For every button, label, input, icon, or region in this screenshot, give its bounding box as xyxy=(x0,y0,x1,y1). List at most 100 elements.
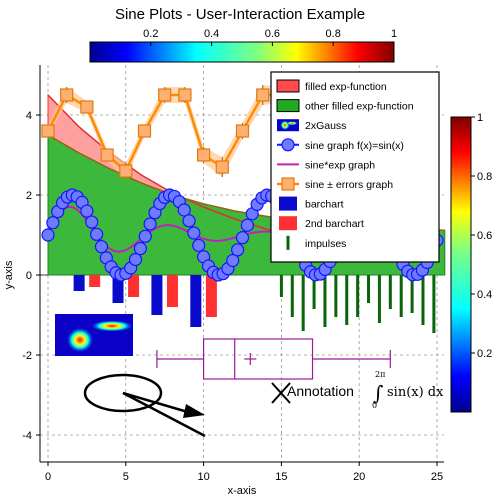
error-marker xyxy=(256,88,270,102)
legend-label: barchart xyxy=(305,199,344,211)
legend-swatch-image-peak xyxy=(286,121,298,126)
bar-2nd xyxy=(89,275,101,287)
y-axis-label: y-axis xyxy=(3,260,15,289)
legend-label: sine*exp graph xyxy=(305,159,375,171)
error-marker xyxy=(100,148,114,162)
error-marker xyxy=(137,124,152,138)
integral-sign: ∫ xyxy=(373,381,383,405)
legend: filled exp-function other filled exp-func… xyxy=(270,71,440,263)
right-colorbar-gradient xyxy=(450,116,472,413)
chart-title: Sine Plots - User-Interaction Example xyxy=(115,6,365,23)
sine-marker xyxy=(46,216,60,230)
annotation-arrowhead xyxy=(183,404,205,418)
legend-label: sine ± errors graph xyxy=(305,179,393,191)
x-tick-label: 20 xyxy=(353,471,365,483)
error-marker xyxy=(197,148,211,162)
bar xyxy=(73,275,85,291)
legend-swatch-marker xyxy=(281,138,295,152)
bar-2nd xyxy=(205,275,217,317)
right-colorbar-ticks: 0.2 0.4 0.6 0.8 1 xyxy=(471,112,492,360)
x-tick-label: 0 xyxy=(45,471,51,483)
integral-upper: 2π xyxy=(375,370,385,379)
top-colorbar-gradient xyxy=(89,41,395,63)
sine-marker xyxy=(80,204,94,218)
annotation-arrow-1 xyxy=(122,391,206,438)
y-tick-label: -2 xyxy=(22,350,32,362)
sine-marker xyxy=(177,203,191,217)
legend-label: 2nd barchart xyxy=(305,218,364,230)
legend-label: impulses xyxy=(305,238,346,250)
error-marker xyxy=(119,164,133,178)
y-tick-label: -4 xyxy=(22,430,32,442)
bar xyxy=(112,275,124,303)
x-tick-label: 15 xyxy=(275,471,287,483)
right-colorbar: 0.2 0.4 0.6 0.8 1 xyxy=(450,112,492,413)
legend-item: sine ± errors graph xyxy=(277,177,393,191)
error-marker xyxy=(80,100,94,114)
legend-label: sine graph f(x)=sin(x) xyxy=(305,140,404,152)
legend-swatch-bar xyxy=(279,196,297,211)
bar-2nd xyxy=(128,275,140,297)
sine-marker xyxy=(240,218,254,232)
error-marker xyxy=(41,124,55,138)
y-ticks: -4 -2 0 2 4 xyxy=(22,110,40,442)
sine-marker xyxy=(41,228,55,242)
sine-marker xyxy=(94,240,109,254)
x-axis-label: x-axis xyxy=(228,485,257,497)
boxplot-box xyxy=(203,338,314,380)
right-colorbar-tick-label: 1 xyxy=(477,112,483,124)
error-marker xyxy=(178,88,192,102)
annotation-shapes: Annotation ∫ 2π 0 sin(x) dx xyxy=(83,370,444,438)
gauss-peak-2 xyxy=(90,320,134,332)
sine-marker xyxy=(231,243,245,257)
top-colorbar-tick-label: 0.8 xyxy=(326,28,341,40)
legend-item: sine graph f(x)=sin(x) xyxy=(277,138,404,152)
legend-item: 2nd barchart xyxy=(279,216,364,231)
right-colorbar-tick-label: 0.8 xyxy=(477,171,492,183)
y-tick-label: 0 xyxy=(26,270,32,282)
right-colorbar-tick-label: 0.4 xyxy=(477,289,492,301)
error-marker xyxy=(215,160,229,174)
legend-item: barchart xyxy=(279,196,344,211)
gauss-peak-1 xyxy=(66,327,94,353)
sine-marker xyxy=(138,229,152,243)
right-colorbar-tick-label: 0.2 xyxy=(477,348,492,360)
legend-swatch-marker xyxy=(281,177,295,191)
x-tick-label: 25 xyxy=(431,471,443,483)
x-tick-label: 10 xyxy=(197,471,209,483)
bar-2nd xyxy=(166,275,178,307)
sine-marker xyxy=(226,253,240,268)
sine-marker xyxy=(182,214,196,228)
right-colorbar-tick-label: 0.6 xyxy=(477,230,492,242)
legend-item: sine*exp graph xyxy=(277,159,375,171)
error-marker xyxy=(60,88,74,102)
annotation-text: Annotation xyxy=(287,383,354,399)
y-tick-label: 4 xyxy=(26,110,32,122)
top-colorbar-tick-label: 0.6 xyxy=(265,28,280,40)
gauss-image xyxy=(55,314,134,356)
error-marker xyxy=(235,124,250,138)
gauss-image-bg xyxy=(55,314,133,356)
sine-marker xyxy=(90,227,104,241)
sine-marker xyxy=(235,231,250,245)
legend-label: 2xGauss xyxy=(305,120,346,132)
bar xyxy=(190,275,202,327)
legend-swatch-bar xyxy=(279,216,297,231)
sine-marker xyxy=(85,215,99,229)
legend-item: impulses xyxy=(286,235,346,250)
legend-swatch-filled xyxy=(276,99,300,113)
top-colorbar-tick-label: 0.2 xyxy=(143,28,158,40)
legend-item: 2xGauss xyxy=(277,119,346,132)
legend-item: filled exp-function xyxy=(276,79,387,93)
sine-marker xyxy=(133,241,147,256)
top-colorbar-ticks: 0.2 0.4 0.6 0.8 1 xyxy=(143,28,397,46)
bar xyxy=(151,275,163,315)
boxplot xyxy=(156,338,391,380)
legend-item: other filled exp-function xyxy=(276,99,414,113)
sine-marker xyxy=(192,238,206,252)
legend-label: filled exp-function xyxy=(305,81,387,93)
legend-swatch-filled xyxy=(276,79,300,93)
sine-marker xyxy=(128,252,143,267)
sine-marker xyxy=(187,226,201,240)
